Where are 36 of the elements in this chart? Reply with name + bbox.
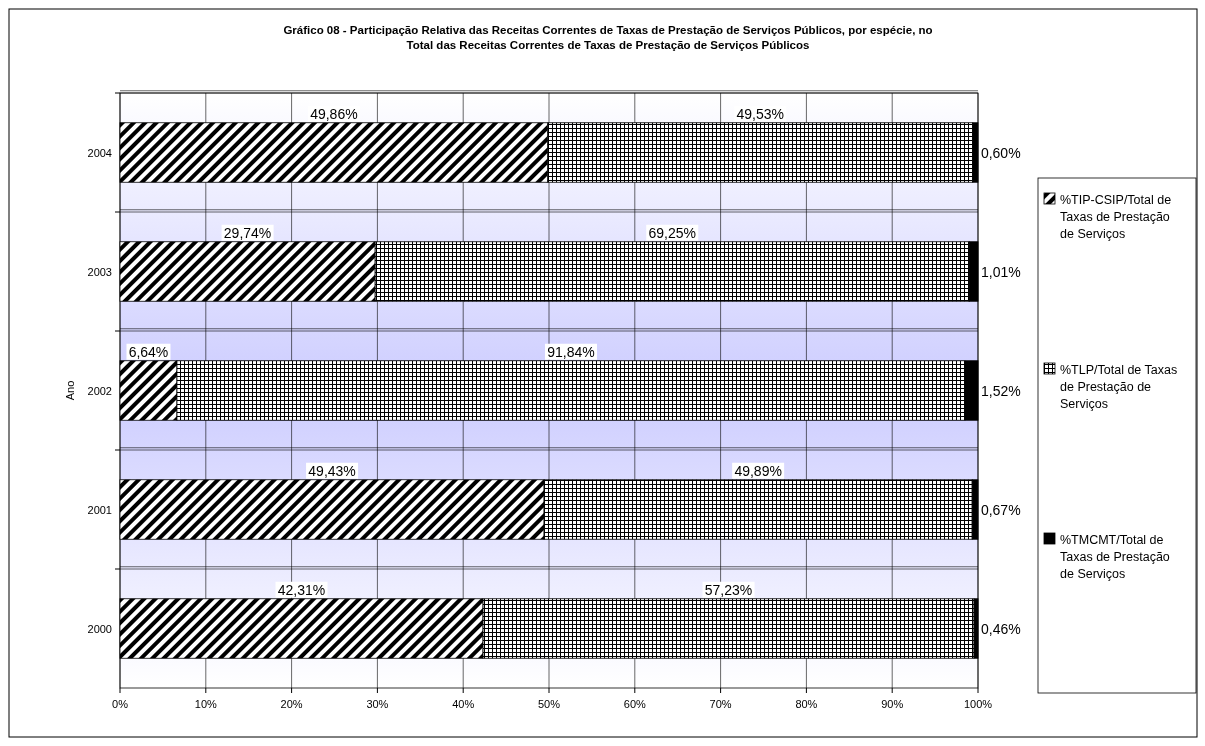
y-tick-label: 2000 xyxy=(87,622,112,635)
data-label: 49,89% xyxy=(734,462,782,479)
x-tick-label: 100% xyxy=(963,698,993,710)
data-label: 1,01% xyxy=(981,263,1021,280)
x-tick-label: 30% xyxy=(366,698,389,710)
data-label: 91,84% xyxy=(547,343,595,360)
legend-label: %TIP-CSIP/Total de Taxas de Prestação de Serviços xyxy=(1060,193,1172,241)
y-tick-label: 2003 xyxy=(87,265,112,278)
data-label: 0,46% xyxy=(981,620,1021,637)
y-tick-label: 2002 xyxy=(87,384,112,397)
x-tick-label: 20% xyxy=(280,698,303,710)
data-label: 42,31% xyxy=(277,581,326,598)
data-label: 49,43% xyxy=(308,462,356,479)
data-label: 1,52% xyxy=(981,382,1021,399)
x-tick-label: 80% xyxy=(795,698,818,710)
data-label: 0,60% xyxy=(980,144,1021,161)
data-label: 49,86% xyxy=(310,105,358,122)
data-label: 69,25% xyxy=(648,224,696,241)
x-tick-label: 50% xyxy=(537,698,561,710)
y-axis-title: Ano xyxy=(64,380,76,401)
chart-title: Gráfico 08 - Participação Relativa das Receitas Correntes de Taxas de Prestação de Serviços Públicos, por espécie, no Total das Receitas Correntes de Taxas de Prestação de Serviços Públicos xyxy=(283,24,933,51)
x-tick-label: 70% xyxy=(709,698,732,710)
legend-label: %TLP/Total de Taxas de Prestação de Serviços xyxy=(1060,363,1178,411)
y-tick-label: 2001 xyxy=(87,503,112,516)
x-tick-label: 0% xyxy=(112,698,129,710)
data-label: 29,74% xyxy=(223,224,272,241)
x-tick-label: 10% xyxy=(194,698,218,710)
y-tick-label: 2004 xyxy=(87,146,112,159)
data-label: 57,23% xyxy=(704,581,753,598)
data-label: 6,64% xyxy=(128,343,169,360)
x-tick-label: 40% xyxy=(452,698,475,710)
data-label: 0,67% xyxy=(980,501,1021,518)
data-label: 49,53% xyxy=(736,105,785,122)
legend-label: %TMCMT/Total de Taxas de Prestação de Serviços xyxy=(1060,533,1170,581)
x-tick-label: 60% xyxy=(623,698,647,710)
x-tick-label: 90% xyxy=(881,698,904,710)
